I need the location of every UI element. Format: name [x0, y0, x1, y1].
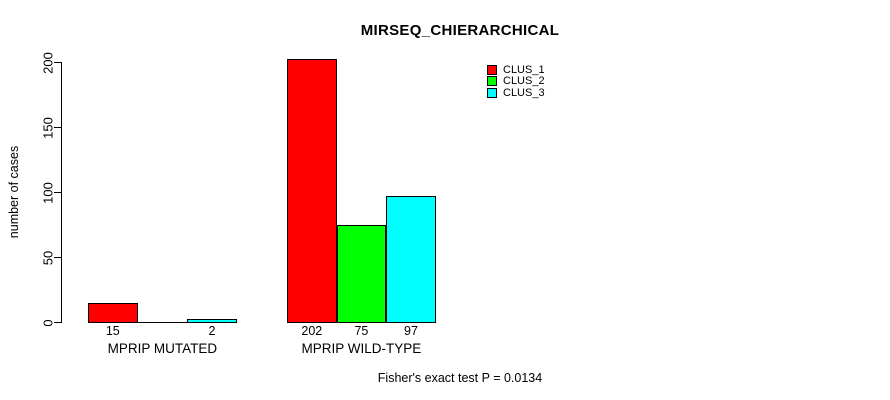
- legend-row: CLUS_1: [487, 64, 545, 76]
- bar-clus_3-2: [386, 195, 436, 323]
- bar-value-label: 202: [301, 324, 323, 338]
- y-tick-mark: [54, 322, 61, 323]
- bar-clus_1-1: [88, 302, 138, 323]
- group-label-1: MPRIP MUTATED: [107, 341, 218, 356]
- legend-row: CLUS_3: [487, 87, 545, 99]
- legend-swatch-clus-2: [487, 76, 497, 87]
- chart-title: MIRSEQ_CHIERARCHICAL: [360, 22, 560, 39]
- y-tick-label: 200: [40, 51, 56, 74]
- bar-value-label: 2: [208, 324, 216, 338]
- y-axis-line: [61, 62, 62, 323]
- y-tick-label: 0: [40, 318, 56, 327]
- legend-label: CLUS_3: [503, 86, 545, 99]
- legend: CLUS_1 CLUS_2 CLUS_3: [487, 64, 545, 99]
- bar-value-label: 97: [404, 324, 418, 338]
- legend-swatch-clus-1: [487, 64, 497, 75]
- y-tick-label: 150: [40, 116, 56, 139]
- bar-clus_1-2: [287, 59, 337, 323]
- annotation-text: Fisher's exact test P = 0.0134: [377, 371, 543, 385]
- group-label-2: MPRIP WILD-TYPE: [301, 341, 422, 356]
- y-tick-label: 50: [40, 250, 56, 265]
- y-tick-mark: [54, 257, 61, 258]
- bar-clus_2-2: [336, 224, 387, 323]
- y-tick-mark: [54, 62, 61, 63]
- y-tick-mark: [54, 192, 61, 193]
- bar-clus_2-1-zero: [137, 322, 188, 323]
- y-axis-title: number of cases: [7, 145, 21, 239]
- bar-value-label: 15: [105, 324, 120, 338]
- bar-clus_3-1: [187, 319, 237, 323]
- legend-label: CLUS_2: [503, 75, 545, 88]
- bar-value-label: 75: [354, 324, 369, 338]
- y-tick-mark: [54, 127, 61, 128]
- legend-row: CLUS_2: [487, 75, 545, 88]
- legend-swatch-clus-3: [487, 87, 497, 98]
- legend-label: CLUS_1: [503, 63, 545, 76]
- y-tick-label: 100: [40, 181, 56, 204]
